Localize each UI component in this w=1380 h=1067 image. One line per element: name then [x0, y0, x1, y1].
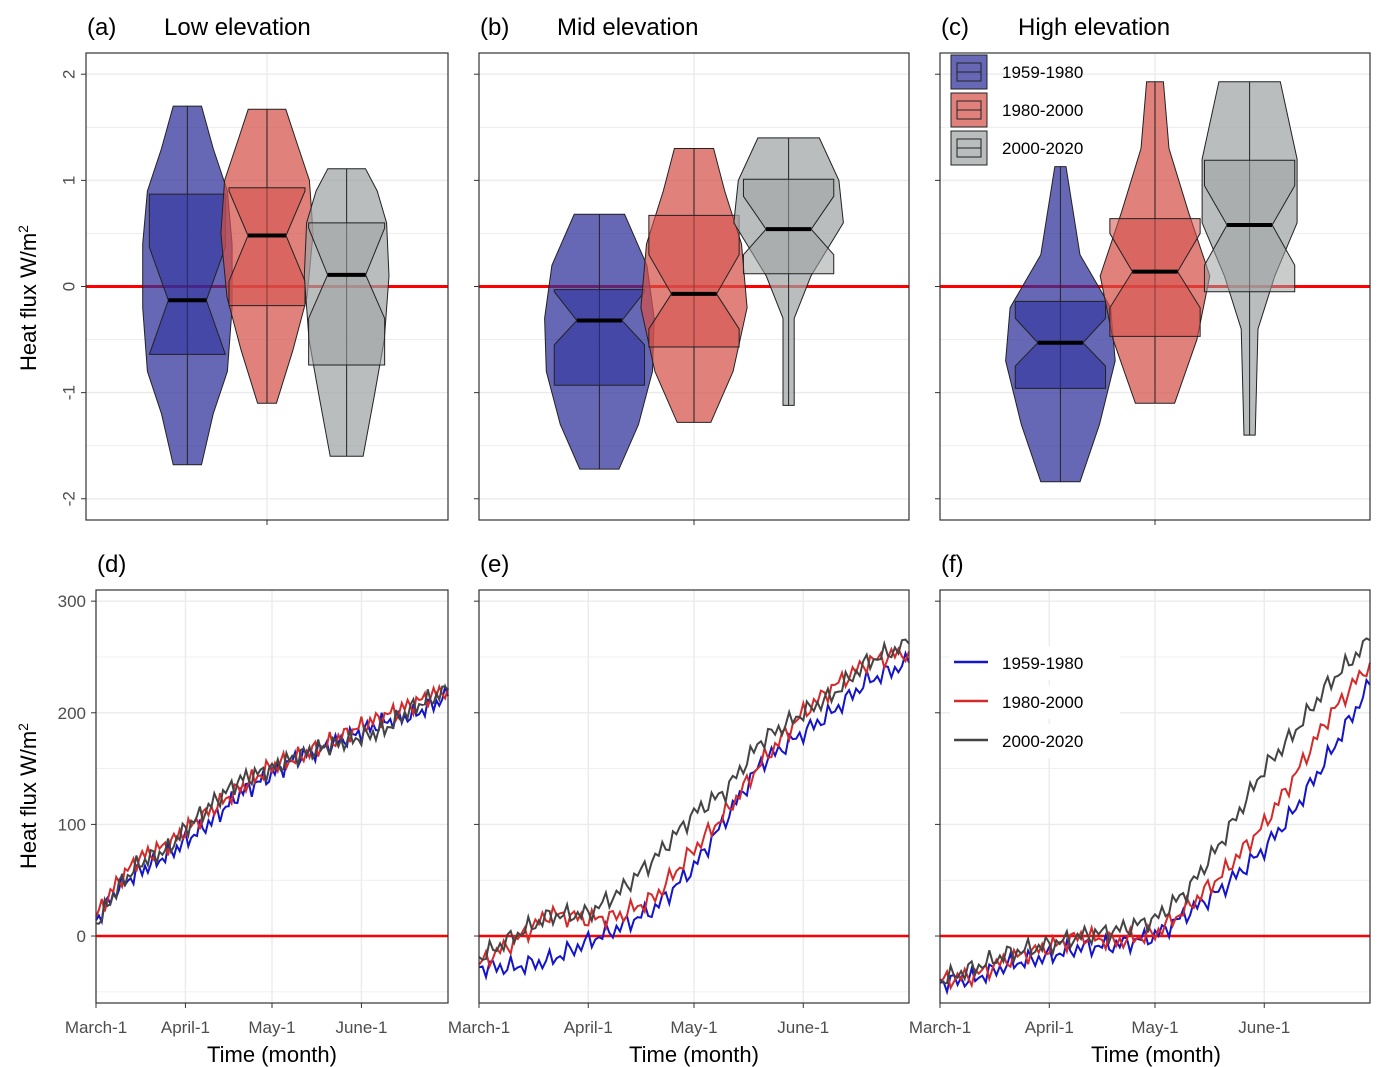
box-1980-2000 — [1109, 218, 1201, 337]
x-tick-label: May-1 — [1131, 1018, 1178, 1037]
panel-border — [95, 589, 449, 1004]
legend-label: 1959-1980 — [1002, 63, 1083, 82]
legend-label: 1980-2000 — [1002, 693, 1083, 712]
box-1980-2000 — [648, 214, 740, 348]
legend-item: 1980-2000 — [950, 685, 1120, 719]
panel-label: (a) — [87, 14, 116, 41]
series-line-2000-2020 — [478, 638, 910, 961]
box-2000-2020 — [308, 222, 386, 366]
box-1959-1980 — [1014, 300, 1107, 389]
y-tick-label: 0 — [59, 282, 78, 291]
y-tick-label: -2 — [59, 491, 78, 506]
x-tick-label: May-1 — [248, 1018, 295, 1037]
panel-b: (b) Mid elevation — [474, 14, 910, 525]
panel-label: (d) — [97, 551, 126, 578]
box-2000-2020 — [742, 178, 835, 275]
y-tick-label: -1 — [59, 385, 78, 400]
x-axis-title-d: Time (month) — [207, 1042, 337, 1067]
panel-label: (b) — [480, 14, 509, 41]
panel-a: -2 -1 0 1 2 (a) Low elevation — [59, 14, 449, 525]
legend-label: 1980-2000 — [1002, 101, 1083, 120]
x-tick-label: March-1 — [65, 1018, 127, 1037]
x-tick-label: June-1 — [1238, 1018, 1290, 1037]
panel-c: (c) High elevation 1959-1980 1980-2000 2000-… — [935, 14, 1371, 525]
panel-label: (e) — [480, 551, 509, 578]
box-1980-2000 — [228, 187, 306, 307]
box-1959-1980 — [148, 193, 227, 355]
panel-d: 0 100 200 300 March-1 April-1 May-1 June-1 (d) — [58, 551, 449, 1037]
x-tick-label: April-1 — [161, 1018, 210, 1037]
x-tick-label: June-1 — [335, 1018, 387, 1037]
legend-item: 2000-2020 — [950, 724, 1120, 758]
panel-border — [478, 589, 910, 1004]
legend-label: 1959-1980 — [1002, 654, 1083, 673]
y-tick-label: 2 — [59, 69, 78, 78]
box-1959-1980 — [553, 289, 646, 386]
x-tick-label: March-1 — [448, 1018, 510, 1037]
y-tick-label: 1 — [59, 176, 78, 185]
legend-label: 2000-2020 — [1002, 732, 1083, 751]
y-axis-title-bottom: Heat flux W/m2 — [15, 723, 41, 869]
series-line-2000-2020 — [939, 637, 1371, 985]
x-tick-label: April-1 — [564, 1018, 613, 1037]
panel-title: Mid elevation — [557, 14, 698, 41]
legend-item: 2000-2020 — [950, 130, 1083, 166]
legend-item: 1980-2000 — [950, 92, 1083, 128]
panel-title: High elevation — [1018, 14, 1170, 41]
panel-border — [939, 589, 1371, 1004]
y-tick-label: 200 — [58, 704, 86, 723]
panel-label: (c) — [941, 14, 969, 41]
panel-e: March-1 April-1 May-1 June-1 (e) — [448, 551, 910, 1037]
legend-item: 1959-1980 — [950, 54, 1083, 90]
y-tick-label: 300 — [58, 592, 86, 611]
panel-f: March-1 April-1 May-1 June-1 (f) 1959-1980 198… — [909, 551, 1371, 1037]
x-tick-label: June-1 — [777, 1018, 829, 1037]
y-tick-label: 0 — [77, 927, 86, 946]
x-axis-title-e: Time (month) — [629, 1042, 759, 1067]
series-line-2000-2020 — [95, 685, 449, 925]
series-line-1980-2000 — [939, 662, 1371, 991]
x-tick-label: April-1 — [1025, 1018, 1074, 1037]
x-tick-label: March-1 — [909, 1018, 971, 1037]
x-axis-title-f: Time (month) — [1091, 1042, 1221, 1067]
series-line-1959-1980 — [478, 650, 910, 981]
y-tick-label: 100 — [58, 815, 86, 834]
legend-item: 1959-1980 — [950, 646, 1120, 680]
panel-title: Low elevation — [164, 14, 311, 41]
x-tick-label: May-1 — [670, 1018, 717, 1037]
legend-label: 2000-2020 — [1002, 139, 1083, 158]
y-axis-title-top: Heat flux W/m2 — [15, 225, 41, 371]
panel-label: (f) — [941, 551, 964, 578]
